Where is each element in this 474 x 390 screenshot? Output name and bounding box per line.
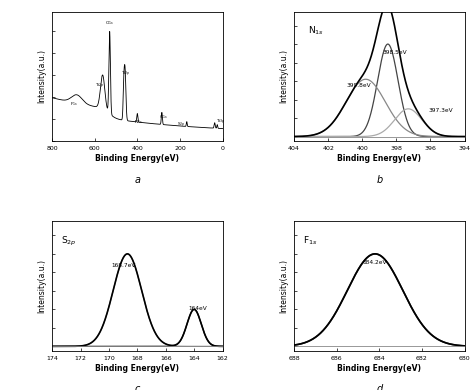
Text: d: d — [376, 385, 383, 390]
Text: b: b — [376, 175, 383, 184]
Text: a: a — [134, 175, 140, 184]
Text: Ti$_{3p}$: Ti$_{3p}$ — [216, 117, 226, 126]
Text: 398.5eV: 398.5eV — [383, 50, 407, 55]
X-axis label: Binding Energy(eV): Binding Energy(eV) — [95, 363, 179, 372]
Text: Ti$_{2p}$: Ti$_{2p}$ — [94, 81, 104, 90]
Y-axis label: Intensity(a.u.): Intensity(a.u.) — [279, 259, 288, 313]
Text: c: c — [135, 385, 140, 390]
Y-axis label: Intensity(a.u.): Intensity(a.u.) — [37, 50, 46, 103]
X-axis label: Binding Energy(eV): Binding Energy(eV) — [337, 363, 421, 372]
Text: O$_{1s}$: O$_{1s}$ — [105, 20, 114, 27]
Y-axis label: Intensity(a.u.): Intensity(a.u.) — [279, 50, 288, 103]
Text: F$_{1s}$: F$_{1s}$ — [71, 101, 79, 108]
Text: N$_{1s}$: N$_{1s}$ — [135, 118, 143, 126]
Text: 684.2eV: 684.2eV — [362, 260, 387, 265]
Text: 397.3eV: 397.3eV — [429, 108, 453, 113]
Text: N$_{1s}$: N$_{1s}$ — [308, 25, 324, 37]
X-axis label: Binding Energy(eV): Binding Energy(eV) — [337, 154, 421, 163]
Text: 164eV: 164eV — [189, 306, 207, 311]
Text: S$_{2p}$: S$_{2p}$ — [61, 234, 76, 248]
Text: F$_{1s}$: F$_{1s}$ — [302, 234, 317, 247]
Text: Ti$_{2p}$: Ti$_{2p}$ — [120, 69, 130, 78]
Y-axis label: Intensity(a.u.): Intensity(a.u.) — [37, 259, 46, 313]
X-axis label: Binding Energy(eV): Binding Energy(eV) — [95, 154, 179, 163]
Text: 399.8eV: 399.8eV — [347, 83, 372, 89]
Text: C$_{1s}$: C$_{1s}$ — [159, 114, 168, 121]
Text: S$_{2p}$: S$_{2p}$ — [177, 120, 186, 129]
Text: 168.7eV: 168.7eV — [112, 263, 136, 268]
